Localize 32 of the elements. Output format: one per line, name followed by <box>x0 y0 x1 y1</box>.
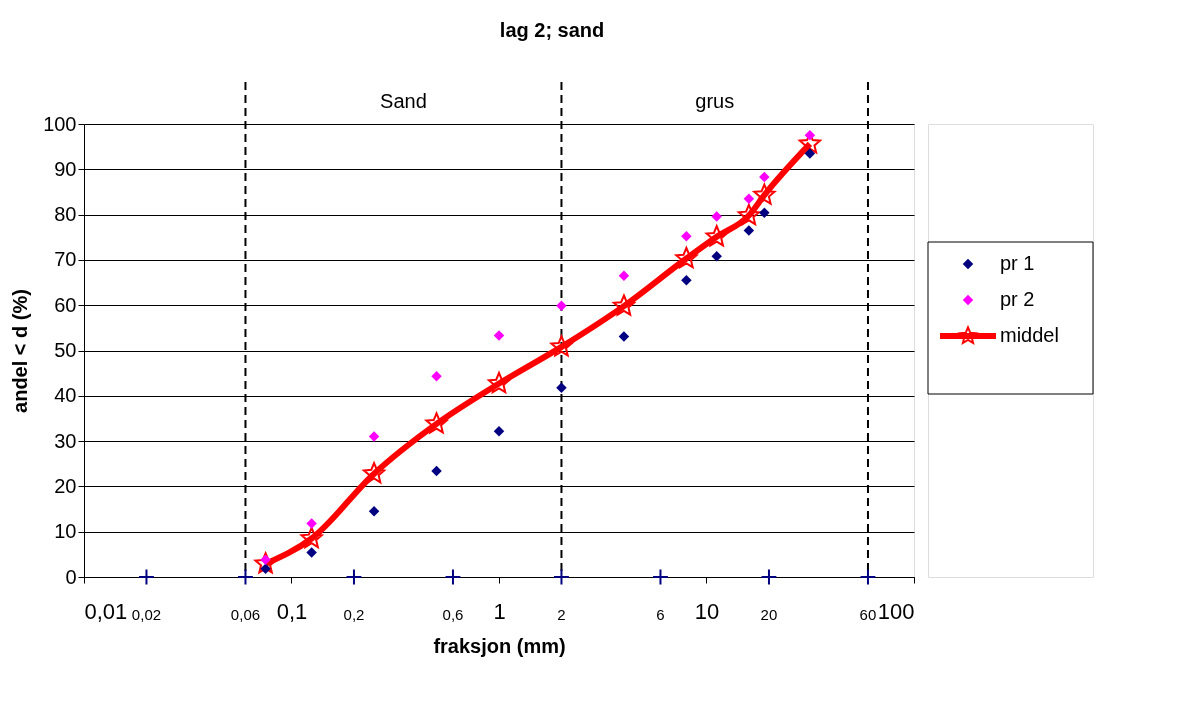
x-tick-label: 10 <box>694 598 720 624</box>
y-tick-label: 80 <box>54 203 77 226</box>
x-tick-label: 100 <box>877 598 915 624</box>
text: grus <box>695 90 735 112</box>
annotation: 20 <box>760 606 778 623</box>
y-tick-label: 70 <box>54 248 77 271</box>
x-tick-label: 0,1 <box>276 598 308 624</box>
annotation: 0,02 <box>131 606 162 623</box>
annotation: 0,06 <box>230 606 261 623</box>
chart-title: lag 2; sand <box>499 18 605 41</box>
annotation: 0,2 <box>343 606 365 623</box>
y-tick-label: 10 <box>54 520 77 543</box>
y-tick-label: 40 <box>54 384 77 407</box>
x-tick-label: 0,01 <box>84 598 128 624</box>
legend-label: middel <box>1000 324 1059 346</box>
legend-label: pr 1 <box>1000 252 1035 274</box>
y-tick-label: 50 <box>54 339 77 361</box>
annotation: 2 <box>557 606 566 623</box>
y-tick-label: 90 <box>54 157 77 180</box>
annotation: 0,6 <box>442 606 464 623</box>
y-axis-title: andel < d (%) <box>9 289 32 413</box>
y-tick-label: 0 <box>65 565 77 588</box>
annotation: 6 <box>656 606 665 623</box>
annotation: 60 <box>859 606 877 623</box>
y-tick-label: 60 <box>54 293 77 316</box>
legend-label: pr 2 <box>1000 288 1035 310</box>
y-tick-label: 20 <box>54 474 77 497</box>
x-axis-title: fraksjon (mm) <box>433 634 566 657</box>
x-tick-label: 1 <box>493 598 506 624</box>
y-tick-label: 30 <box>54 429 77 452</box>
text: Sand <box>380 90 427 112</box>
y-tick-label: 100 <box>43 112 77 135</box>
